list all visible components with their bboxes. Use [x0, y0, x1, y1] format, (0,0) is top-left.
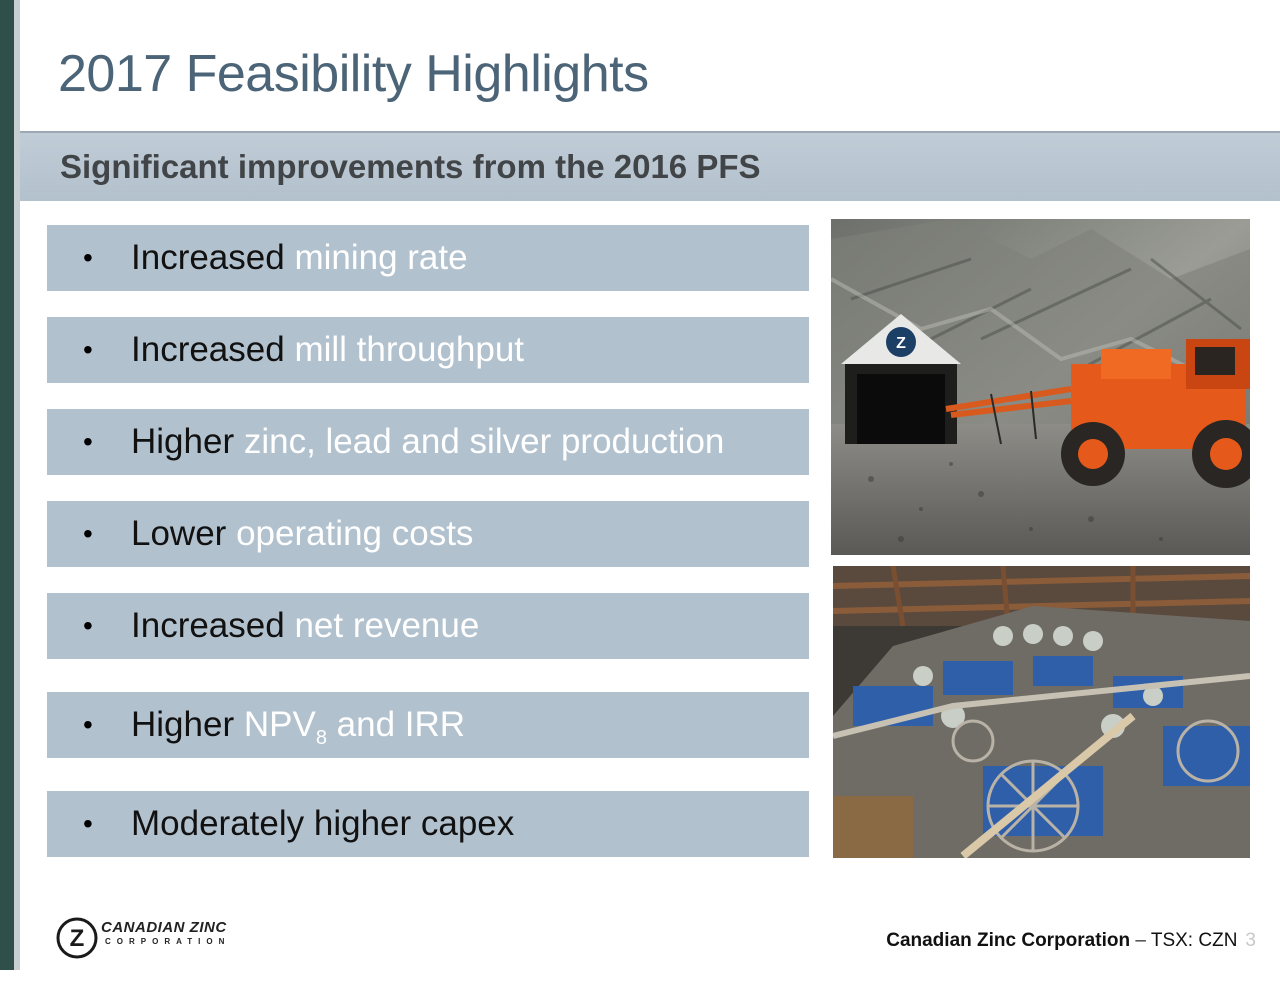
bullet-row: • Higher NPV8 and IRR	[47, 692, 809, 758]
logo-name: CANADIAN ZINC	[101, 919, 227, 936]
footer-ticker: TSX: CZN	[1150, 930, 1238, 951]
subtitle-band: Significant improvements from the 2016 P…	[20, 131, 1280, 201]
bullet-symbol: •	[83, 808, 93, 839]
left-accent-bar	[0, 0, 14, 970]
bullet-highlight: operating costs	[236, 514, 474, 553]
bullet-symbol: •	[83, 518, 93, 549]
bullet-row: • Lower operating costs	[47, 501, 809, 567]
company-logo: Z CANADIAN ZINC CORPORATION	[55, 913, 245, 963]
bullet-text: Increased net revenue	[131, 593, 479, 659]
npv-suffix: and IRR	[326, 705, 466, 744]
bullet-symbol: •	[83, 426, 93, 457]
svg-text:Z: Z	[896, 335, 906, 352]
mill-interior-image	[833, 566, 1250, 858]
logo-subname: CORPORATION	[105, 937, 231, 946]
bullet-lead: Higher	[131, 705, 235, 744]
bullet-lead: Increased	[131, 606, 285, 645]
bullet-row: • Moderately higher capex	[47, 791, 809, 857]
bullet-highlight: mining rate	[294, 238, 468, 277]
footer-company-name: Canadian Zinc Corporation	[886, 930, 1131, 951]
bullet-symbol: •	[83, 709, 93, 740]
footer-separator: –	[1130, 930, 1151, 951]
bullet-text: Higher zinc, lead and silver production	[131, 409, 724, 475]
bullet-text: Increased mill throughput	[131, 317, 524, 383]
bullet-row: • Increased mining rate	[47, 225, 809, 291]
npv-subscript: 8	[315, 727, 327, 749]
left-accent-bar-light	[14, 0, 20, 970]
bullet-row: • Increased mill throughput	[47, 317, 809, 383]
bullet-lead: Higher	[131, 422, 235, 461]
footer-company-line: Canadian Zinc Corporation – TSX: CZN 3	[886, 930, 1256, 952]
bullet-text: Moderately higher capex	[131, 791, 514, 857]
page-number: 3	[1245, 930, 1256, 951]
slide-title: 2017 Feasibility Highlights	[58, 45, 649, 103]
mine-portal-photo: Z	[831, 219, 1250, 555]
bullet-symbol: •	[83, 334, 93, 365]
bullet-lead: Increased	[131, 330, 285, 369]
bullet-highlight: net revenue	[294, 606, 480, 645]
bullet-lead: Lower	[131, 514, 227, 553]
bullet-text: Higher NPV8 and IRR	[131, 692, 465, 758]
bullet-symbol: •	[83, 610, 93, 641]
svg-text:Z: Z	[70, 925, 85, 952]
bullet-row: • Increased net revenue	[47, 593, 809, 659]
bullet-text: Increased mining rate	[131, 225, 468, 291]
bullet-highlight: mill throughput	[294, 330, 525, 369]
bullet-lead: Moderately higher capex	[131, 804, 515, 843]
bullet-lead: Increased	[131, 238, 285, 277]
mine-portal-image: Z	[831, 219, 1250, 555]
bullet-symbol: •	[83, 242, 93, 273]
slide-subtitle: Significant improvements from the 2016 P…	[60, 148, 761, 185]
bullet-row: • Higher zinc, lead and silver productio…	[47, 409, 809, 475]
mill-interior-photo	[833, 566, 1250, 858]
bullet-text: Lower operating costs	[131, 501, 473, 567]
bullet-highlight: NPV8 and IRR	[243, 705, 466, 749]
logo-z-icon: Z	[56, 917, 98, 959]
npv-label: NPV	[243, 705, 316, 744]
bullet-highlight: zinc, lead and silver production	[243, 422, 725, 461]
